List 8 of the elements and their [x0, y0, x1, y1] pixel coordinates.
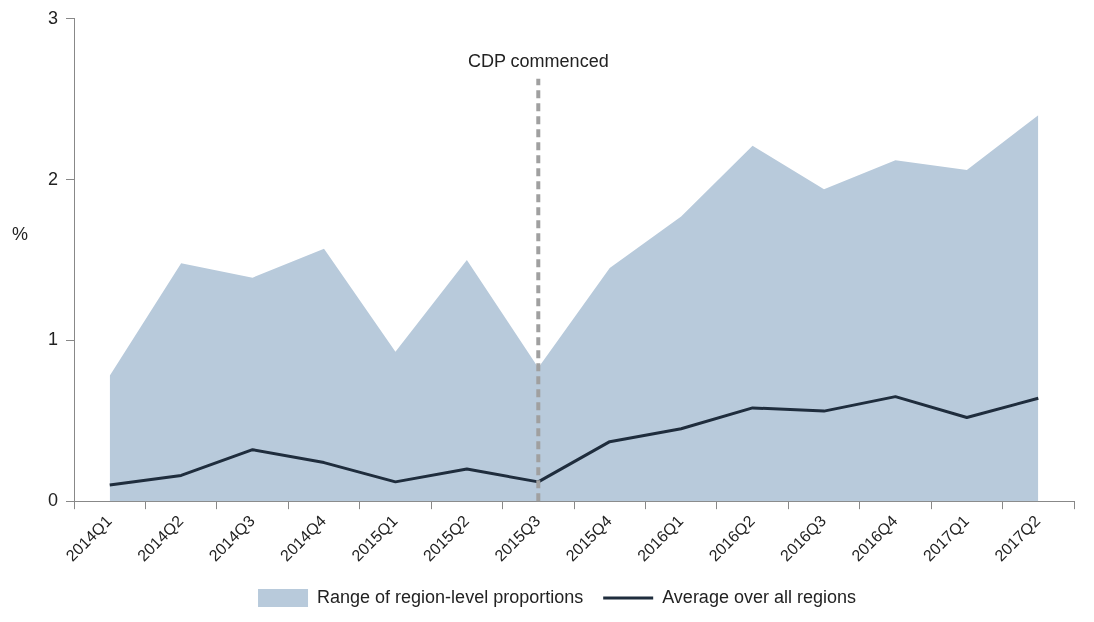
y-tick-label: 0	[48, 490, 59, 511]
ref-line-label: CDP commenced	[467, 50, 609, 71]
legend-label: Average over all regions	[662, 586, 856, 607]
y-tick-label: 3	[48, 7, 59, 28]
y-tick-label: 2	[48, 168, 59, 189]
y-axis-title: %	[11, 223, 29, 244]
y-tick-label: 1	[48, 329, 59, 350]
legend-label: Range of region-level proportions	[317, 586, 584, 607]
